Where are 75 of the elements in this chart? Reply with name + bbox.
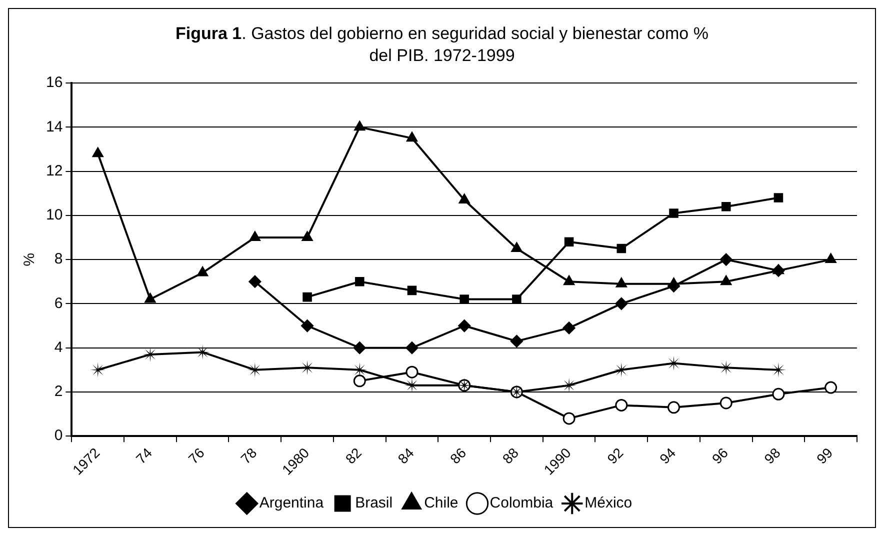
- x-tick-label: 99: [813, 444, 836, 467]
- point: [195, 344, 210, 360]
- y-tick-label: 4: [54, 338, 63, 356]
- legend-label: México: [584, 494, 632, 512]
- point: [458, 194, 470, 204]
- point: [512, 294, 522, 304]
- point: [144, 293, 156, 303]
- x-tick-label: 76: [185, 444, 208, 467]
- point: [247, 362, 262, 378]
- point: [614, 362, 629, 378]
- x-tick-label: 84: [394, 444, 417, 467]
- point: [302, 292, 312, 302]
- point: [562, 322, 576, 334]
- y-tick-label: 6: [54, 294, 63, 312]
- point: [510, 334, 523, 348]
- point: [720, 396, 732, 410]
- point: [615, 297, 628, 310]
- x-tick-label: 74: [132, 444, 156, 467]
- point: [511, 242, 522, 252]
- legend-label: Chile: [424, 494, 458, 512]
- x-tick-label: 92: [604, 444, 626, 467]
- point: [406, 132, 418, 142]
- point: [354, 276, 364, 286]
- point: [404, 378, 420, 393]
- point: [249, 231, 260, 241]
- point: [720, 275, 732, 286]
- point: [615, 398, 628, 412]
- point: [301, 320, 314, 332]
- point: [772, 388, 785, 400]
- point: [564, 275, 575, 286]
- point: [407, 286, 417, 296]
- point: [824, 381, 838, 394]
- y-tick-label: 0: [54, 427, 63, 444]
- y-tick-label: 2: [54, 383, 63, 400]
- point: [721, 202, 731, 212]
- point: [774, 193, 784, 202]
- y-tick-label: 10: [46, 206, 63, 224]
- point: [562, 378, 577, 393]
- point: [616, 278, 627, 288]
- chart-title: Figura 1. Gastos del gobierno en seguridad social y bienestar como % del PIB. 1972-1999: [176, 24, 708, 65]
- x-tick-label: 78: [237, 444, 260, 467]
- point: [458, 320, 471, 332]
- point: [248, 275, 262, 288]
- point: [406, 366, 418, 378]
- point: [825, 253, 836, 264]
- point: [720, 253, 732, 266]
- point: [90, 362, 106, 378]
- legend-label: Argentina: [259, 494, 324, 512]
- y-tick-label: 12: [46, 162, 63, 180]
- point: [562, 412, 576, 425]
- y-tick-label: 8: [54, 250, 63, 268]
- x-tick-label: 86: [446, 444, 470, 467]
- point: [668, 401, 680, 414]
- point: [353, 374, 366, 388]
- point: [460, 294, 469, 304]
- x-tick-label: 94: [656, 444, 679, 467]
- point: [353, 342, 366, 354]
- point: [302, 231, 313, 241]
- y-tick-label: 16: [46, 74, 63, 92]
- point: [354, 120, 366, 131]
- point: [92, 147, 104, 158]
- point: [406, 342, 418, 354]
- point: [669, 208, 678, 218]
- y-tick-label: 14: [46, 118, 63, 136]
- point: [616, 244, 626, 254]
- x-tick-label: 96: [708, 444, 732, 467]
- point: [772, 264, 785, 277]
- x-tick-label: 98: [760, 444, 784, 467]
- y-axis-title: %: [21, 252, 38, 266]
- x-tick-label: 88: [499, 444, 522, 467]
- point: [197, 266, 208, 276]
- x-tick-label: 82: [342, 444, 365, 467]
- legend-label: Brasil: [355, 494, 393, 512]
- legend-label: Colombia: [490, 494, 554, 512]
- point: [564, 237, 574, 247]
